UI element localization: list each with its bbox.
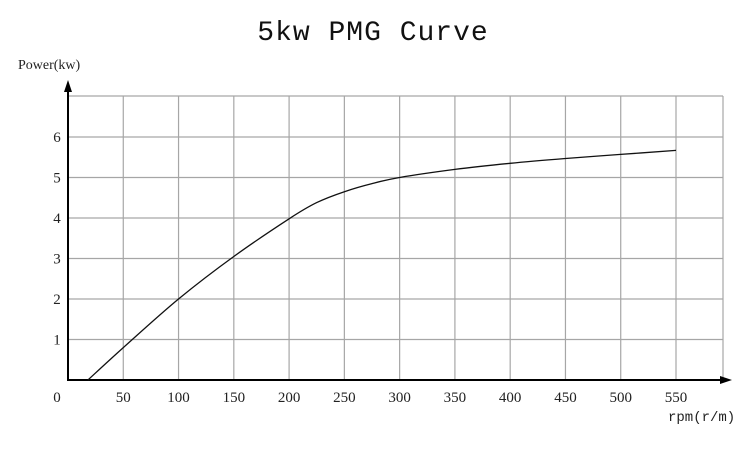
x-tick-label: 0 [53,390,61,406]
y-tick-label: 1 [53,333,61,349]
y-tick-label: 3 [53,252,61,268]
y-tick-label: 5 [53,171,61,187]
x-tick-label: 150 [223,390,246,406]
y-tick-label: 6 [53,130,61,146]
tick-labels: 0 50 100 150 200 250 300 350 400 450 500 550 1 2 3 4 5 6 [53,130,687,406]
y-tick-label: 2 [53,292,61,308]
y-tick-label: 4 [53,211,61,227]
grid-lines [68,95,724,380]
x-tick-label: 350 [444,390,467,406]
x-tick-label: 100 [167,390,190,406]
x-tick-label: 200 [278,390,301,406]
x-tick-label: 250 [333,390,356,406]
x-axis-arrow-icon [720,376,732,384]
power-curve-line [87,149,677,381]
x-tick-label: 400 [499,390,522,406]
chart-title: 5kw PMG Curve [257,18,489,49]
x-axis-label: rpm(r/m) [668,410,736,426]
x-tick-label: 300 [388,390,411,406]
axes [64,80,732,384]
y-axis-arrow-icon [64,80,72,92]
x-tick-label: 550 [665,390,688,406]
x-tick-label: 50 [116,390,131,406]
x-tick-label: 500 [609,390,632,406]
x-tick-label: 450 [554,390,577,406]
y-axis-label: Power(kw) [18,58,81,73]
